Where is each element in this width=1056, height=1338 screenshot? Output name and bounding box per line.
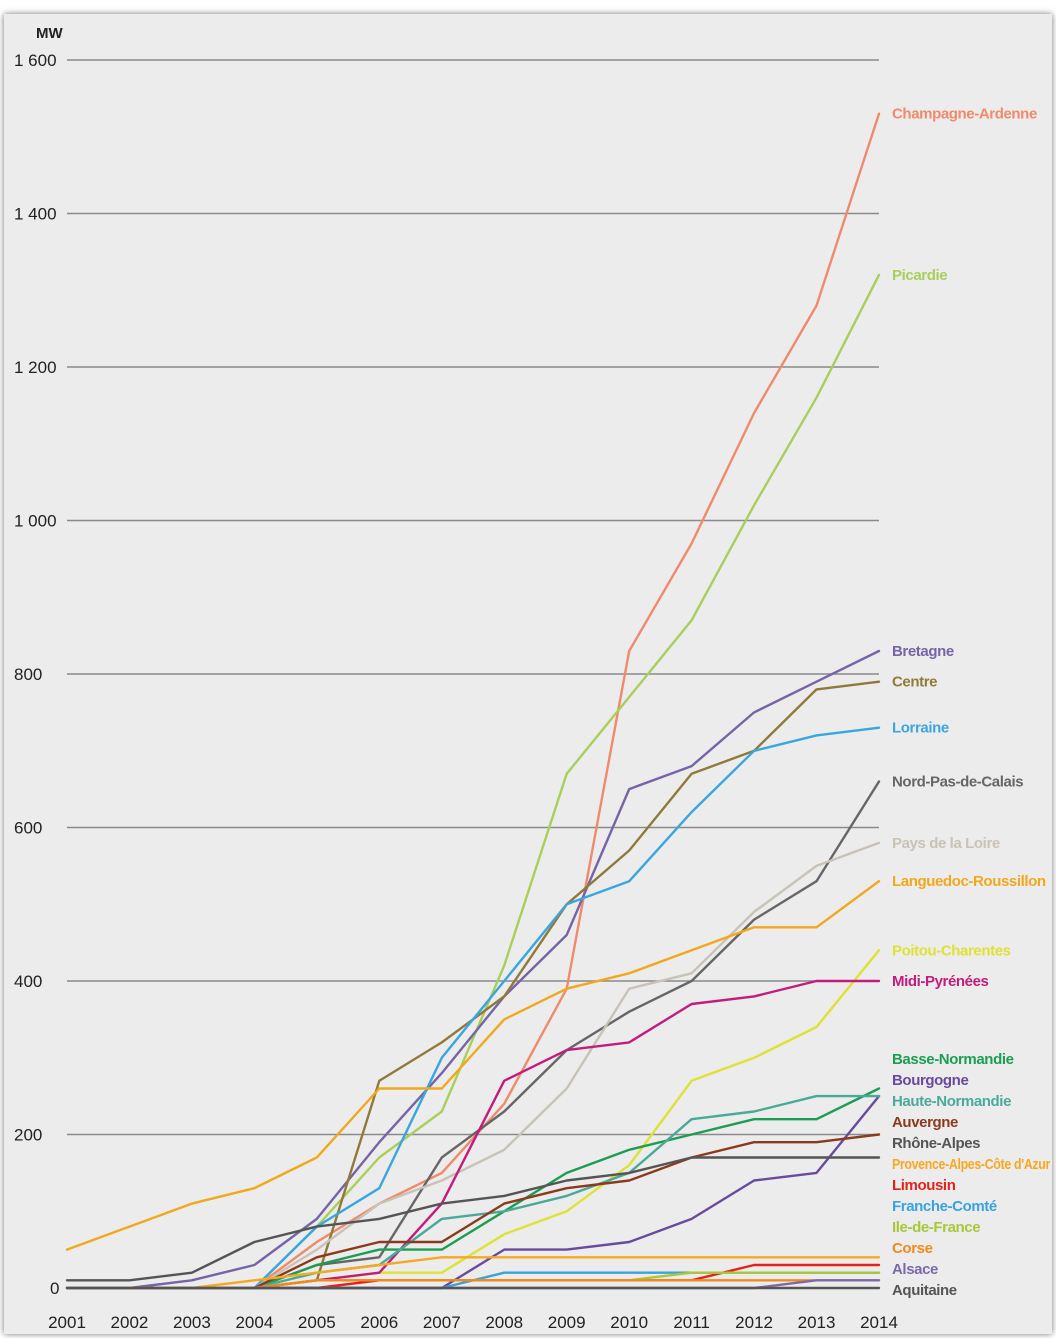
y-tick-label: 400 [14, 972, 42, 991]
x-tick-label: 2002 [111, 1313, 149, 1332]
series-line [65, 1094, 881, 1290]
x-tick-label: 2004 [235, 1313, 273, 1332]
series-line [65, 1156, 881, 1282]
legend-label: Picardie [892, 267, 947, 284]
legend-label: Aquitaine [892, 1282, 957, 1299]
legend-label: Rhône-Alpes [892, 1135, 980, 1152]
y-tick-label: 1 000 [14, 512, 57, 531]
x-axis-tick-labels: 2001 2002 2003 2004 2005 2006 2007 2008 2009 2010… [48, 1313, 898, 1332]
y-tick-label: 800 [14, 665, 42, 684]
series-line [65, 1256, 881, 1290]
legend-label: Limousin [892, 1177, 956, 1194]
x-tick-label: 2009 [548, 1313, 586, 1332]
y-tick-label: 600 [14, 819, 42, 838]
series-line [65, 841, 881, 1290]
legend-label: Lorraine [892, 720, 949, 737]
legend-label: Midi-Pyrénées [892, 973, 989, 990]
legend-label: Provence-Alpes-Côte d'Azur [892, 1156, 1050, 1173]
legend-label: Pays de la Loire [892, 835, 1000, 852]
series-line [65, 1094, 881, 1290]
legend-label: Corse [892, 1240, 933, 1257]
legend-label: Alsace [892, 1261, 938, 1278]
legend-label: Poitou-Charentes [892, 942, 1011, 959]
gridlines [67, 59, 879, 1136]
x-tick-label: 2003 [173, 1313, 211, 1332]
legend-label: Centre [892, 674, 937, 691]
x-tick-label: 2005 [298, 1313, 336, 1332]
legend-label: Ile-de-France [892, 1219, 980, 1236]
series-line [65, 880, 881, 1251]
series-lines [65, 112, 881, 1290]
x-tick-label: 2014 [860, 1313, 898, 1332]
x-tick-label: 2006 [360, 1313, 398, 1332]
legend-label: Nord-Pas-de-Calais [892, 773, 1023, 790]
x-tick-label: 2010 [610, 1313, 648, 1332]
y-tick-label: 0 [50, 1279, 59, 1298]
legend-label: Auvergne [892, 1114, 958, 1131]
y-axis-unit-label: MW [36, 25, 63, 42]
legend-label: Champagne-Ardenne [892, 106, 1037, 123]
legend-label: Haute-Normandie [892, 1093, 1011, 1110]
y-axis-tick-labels: 0 200 400 600 800 1 000 1 200 1 400 1 600 [14, 51, 59, 1298]
x-tick-label: 2012 [735, 1313, 773, 1332]
series-line [65, 649, 881, 1290]
legend-label: Bretagne [892, 643, 954, 660]
chart-frame: 0 200 400 600 800 1 000 1 200 1 400 1 600 2001 20… [4, 14, 1052, 1334]
legend-label: Franche-Comté [892, 1198, 997, 1215]
y-tick-label: 1 400 [14, 205, 57, 224]
x-tick-label: 2013 [798, 1313, 836, 1332]
legend-label: Languedoc-Roussillon [892, 873, 1046, 890]
y-tick-label: 1 600 [14, 51, 57, 70]
x-tick-label: 2008 [485, 1313, 523, 1332]
x-tick-label: 2011 [673, 1313, 710, 1332]
series-legend: Champagne-Ardenne Picardie Bretagne Centre L… [892, 106, 1051, 1299]
legend-label: Basse-Normandie [892, 1051, 1014, 1068]
x-tick-label: 2007 [423, 1313, 461, 1332]
y-tick-label: 1 200 [14, 358, 57, 377]
series-line [65, 273, 881, 1290]
y-tick-label: 200 [14, 1126, 42, 1145]
legend-label: Bourgogne [892, 1072, 968, 1089]
series-line [65, 680, 881, 1290]
x-tick-label: 2001 [48, 1313, 86, 1332]
